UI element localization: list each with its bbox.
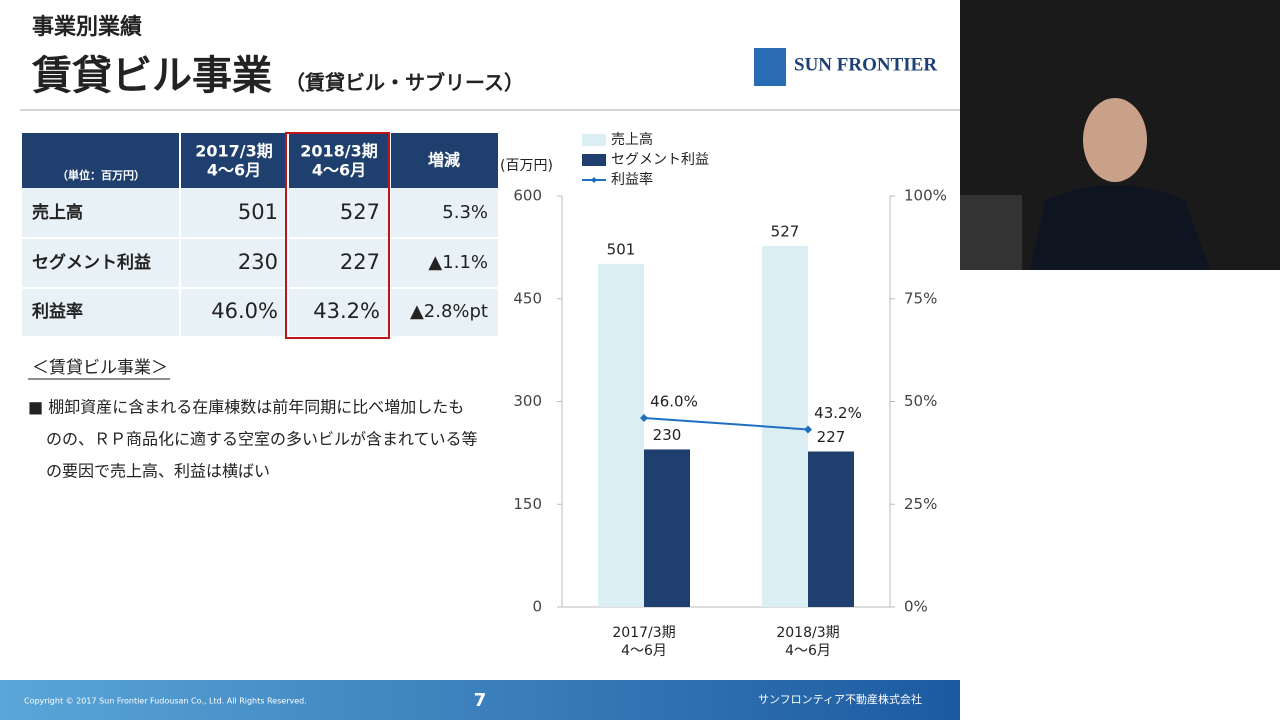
x-tick-label: 2017/3期 [612,625,675,641]
table-header-cell: （単位：百万円） [57,168,145,182]
video-monitor [960,195,1022,270]
slide-title: 賃貸ビル事業 [31,53,272,99]
x-tick-label: 4～6月 [621,643,667,659]
section-title: 事業別業績 [32,14,142,40]
table-cell: ▲2.8%pt [410,301,488,322]
y-tick-label: 150 [513,495,542,513]
footer-copyright: Copyright © 2017 Sun Frontier Fudousan C… [24,697,307,706]
table-header-cell: 4～6月 [312,161,366,180]
table-cell: 230 [238,250,278,274]
footer-company: サンフロンティア不動産株式会社 [758,692,922,706]
y-tick-label: 600 [513,187,542,205]
legend-swatch [582,134,606,146]
line-marker [640,413,648,422]
table-row-bg [22,238,498,288]
legend-label: 利益率 [611,171,653,188]
line-value-label: 43.2% [814,404,862,422]
notes-line: のの、ＲＰ商品化に適する空室の多いビルが含まれている等 [46,430,478,449]
legend-label: セグメント利益 [611,152,709,168]
bar-value-label: 527 [771,223,800,241]
bar [644,449,690,607]
line-value-label: 46.0% [650,392,698,410]
logo-text: SUN FRONTIER [794,54,937,75]
table-cell: ▲1.1% [428,252,488,273]
table-cell: 46.0% [211,299,278,323]
table-cell: 5.3% [442,202,488,223]
legend-swatch [582,154,606,166]
x-tick-label: 4～6月 [785,643,831,659]
table-header-cell: 4～6月 [207,161,261,180]
table-cell: 527 [340,200,380,224]
line-series [643,416,809,431]
bar-value-label: 227 [817,428,846,446]
table-header-cell: 増減 [428,151,460,170]
logo-icon [754,48,786,86]
table-cell: セグメント利益 [32,252,151,273]
video-speaker-body [1030,185,1210,270]
page-number: 7 [474,690,487,711]
table-row-bg [22,288,498,336]
table-cell: 利益率 [32,301,83,322]
table-header-bg [22,133,498,188]
bar [808,451,854,607]
legend-label: 売上高 [611,131,653,148]
y2-tick-label: 100% [904,187,947,205]
table-cell: 227 [340,250,380,274]
y-tick-label: 300 [513,392,542,410]
notes-line: ■ 棚卸資産に含まれる在庫棟数は前年同期に比べ増加したも [28,398,464,417]
notes-heading: ＜賃貸ビル事業＞ [32,358,168,378]
legend-marker [591,177,597,183]
y-tick-label: 450 [513,289,542,307]
table-row-bg [22,188,498,238]
table-header-cell: 2017/3期 [195,142,273,161]
y2-tick-label: 25% [904,495,937,513]
video-speaker-head [1083,98,1147,182]
x-tick-label: 2018/3期 [776,625,839,641]
line-marker [804,425,812,434]
y-axis-label: (百万円) [500,158,553,174]
y2-tick-label: 50% [904,392,937,410]
y2-tick-label: 0% [904,598,928,616]
table-cell: 売上高 [32,202,83,223]
table-highlight [285,132,390,339]
bar [598,263,644,607]
table-cell: 501 [238,200,278,224]
y2-tick-label: 75% [904,289,937,307]
bar-value-label: 230 [653,426,682,444]
slide-subtitle: （賃貸ビル・サブリース） [285,71,524,95]
table-cell: 43.2% [313,299,380,323]
notes-line: の要因で売上高、利益は横ばい [46,462,270,481]
footer-bar [0,680,960,720]
bar-value-label: 501 [607,240,636,258]
table-header-cell: 2018/3期 [300,142,378,161]
y-tick-label: 0 [532,598,542,616]
